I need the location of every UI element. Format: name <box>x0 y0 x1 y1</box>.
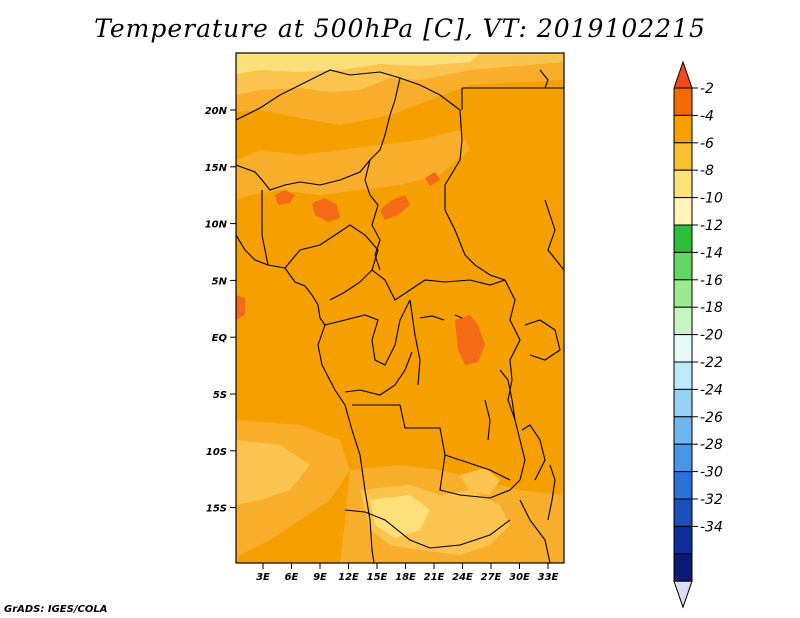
colorbar-top-arrow <box>673 60 693 89</box>
colorbar-bottom-arrow <box>673 580 693 609</box>
shade-sahel-band <box>236 130 470 200</box>
colorbar-swatch <box>673 87 693 116</box>
colorbar-swatch <box>673 279 693 308</box>
river-detail-3 <box>484 399 491 441</box>
boundary-zambia <box>439 454 521 499</box>
lon-label: 9E <box>313 572 327 583</box>
boundary-ethiopia <box>544 199 564 271</box>
lat-label: 15S <box>206 504 227 515</box>
shade-south-pale <box>370 495 430 538</box>
colorbar-swatch <box>673 416 693 445</box>
colorbar-swatch <box>673 114 693 144</box>
colorbar-label: -12 <box>700 218 723 234</box>
colorbar-label: -4 <box>700 108 714 124</box>
lon-label: 21E <box>424 572 445 583</box>
boundary-chad-sudan <box>399 77 506 281</box>
lake-malawi <box>547 464 556 521</box>
colorbar-swatch <box>673 334 693 363</box>
colorbar-label: -26 <box>700 410 723 426</box>
colorbar-label: -24 <box>700 382 723 398</box>
lon-label: 3E <box>256 572 270 583</box>
boundary-drc-angola <box>352 404 511 481</box>
colorbar-label: -10 <box>700 191 723 207</box>
lon-label: 27E <box>481 572 502 583</box>
boundary-namibia-botswana <box>344 509 511 549</box>
boundary-tanzania-mozambique <box>521 424 546 481</box>
lake-victoria <box>524 319 561 361</box>
lat-label: 5N <box>212 276 228 287</box>
colorbar-label: -22 <box>700 355 723 371</box>
river-detail-2 <box>454 314 463 319</box>
colorbar-swatch <box>673 525 693 555</box>
colorbar-swatch <box>673 197 693 226</box>
lon-label: 18E <box>395 572 416 583</box>
lat-label: 15N <box>205 163 228 174</box>
colorbar-swatch <box>673 224 693 253</box>
boundary-drc-interior <box>409 299 421 386</box>
temperature-field <box>236 53 564 563</box>
warm-patch-3 <box>380 195 410 220</box>
boundary-sahara <box>236 69 401 191</box>
colorbar-label: -8 <box>700 163 714 179</box>
lon-label: 12E <box>338 572 359 583</box>
warm-patch-6 <box>455 315 485 365</box>
colorbar-swatch <box>673 251 693 281</box>
lon-label: 6E <box>285 572 299 583</box>
lat-label: 10N <box>205 220 228 231</box>
colorbar: -2 -4 -6 -8 -10 -12 -14 -16 -18 -20 -22 -24 -26 -28 -3… <box>673 60 723 609</box>
colorbar-label: -30 <box>700 465 723 481</box>
colorbar-label: -2 <box>700 81 714 97</box>
lat-label: 10S <box>206 447 227 458</box>
lon-label: 33E <box>538 572 559 583</box>
colorbar-label: -20 <box>700 328 723 344</box>
warm-patch-5 <box>236 295 245 320</box>
colorbar-label: -18 <box>700 300 723 316</box>
shade-north-pale <box>236 53 480 74</box>
shade-atlantic-light <box>236 440 310 505</box>
lon-label: 30E <box>509 572 530 583</box>
warm-patch-1 <box>275 190 295 205</box>
colorbar-label: -14 <box>700 245 723 261</box>
warm-patch-2 <box>312 198 340 222</box>
colorbar-label: -34 <box>700 519 723 535</box>
longitude-axis: 3E 6E 9E 12E 15E 18E 21E 24E 27E 30E 33E <box>256 563 559 583</box>
boundary-drc-east <box>504 279 526 481</box>
boundaries <box>236 69 564 563</box>
colorbar-swatch <box>673 361 693 390</box>
lake-tanganyika <box>499 369 516 421</box>
boundary-drc-angola-north <box>344 351 413 396</box>
colorbar-swatch <box>673 553 693 582</box>
nile-delta <box>539 69 549 89</box>
shade-south-light-2 <box>460 468 500 495</box>
lon-label: 15E <box>367 572 388 583</box>
boundary-benin <box>261 190 269 266</box>
colorbar-swatch <box>673 388 693 418</box>
lat-label: EQ <box>212 333 228 344</box>
map-frame <box>235 52 565 564</box>
warm-patch-4 <box>425 172 440 186</box>
credit-label: GrADS: IGES/COLA <box>4 604 108 615</box>
lon-label: 24E <box>452 572 473 583</box>
lat-label: 20N <box>205 106 228 117</box>
colorbar-label: -16 <box>700 273 723 289</box>
boundary-car-south <box>371 269 506 301</box>
colorbar-swatch <box>673 142 693 171</box>
colorbar-swatch <box>673 471 693 500</box>
river-detail-1 <box>419 315 445 321</box>
colorbar-swatch <box>673 306 693 336</box>
colorbar-swatch <box>673 169 693 199</box>
chart-title: Temperature at 500hPa [C], VT: 201910221… <box>94 14 706 43</box>
boundary-chad-west <box>364 159 381 271</box>
lat-label: 5S <box>213 390 227 401</box>
colorbar-swatch <box>673 498 693 527</box>
boundary-nigeria-cameroon <box>284 224 379 301</box>
latitude-axis: 20N 15N 10N 5N EQ 5S 10S 15S <box>205 106 236 515</box>
colorbar-label: -32 <box>700 492 723 508</box>
boundary-congo <box>324 299 411 366</box>
boundary-zimbabwe <box>519 499 551 563</box>
colorbar-label: -6 <box>700 136 714 152</box>
colorbar-swatch <box>673 443 693 473</box>
colorbar-label: -28 <box>700 437 723 453</box>
